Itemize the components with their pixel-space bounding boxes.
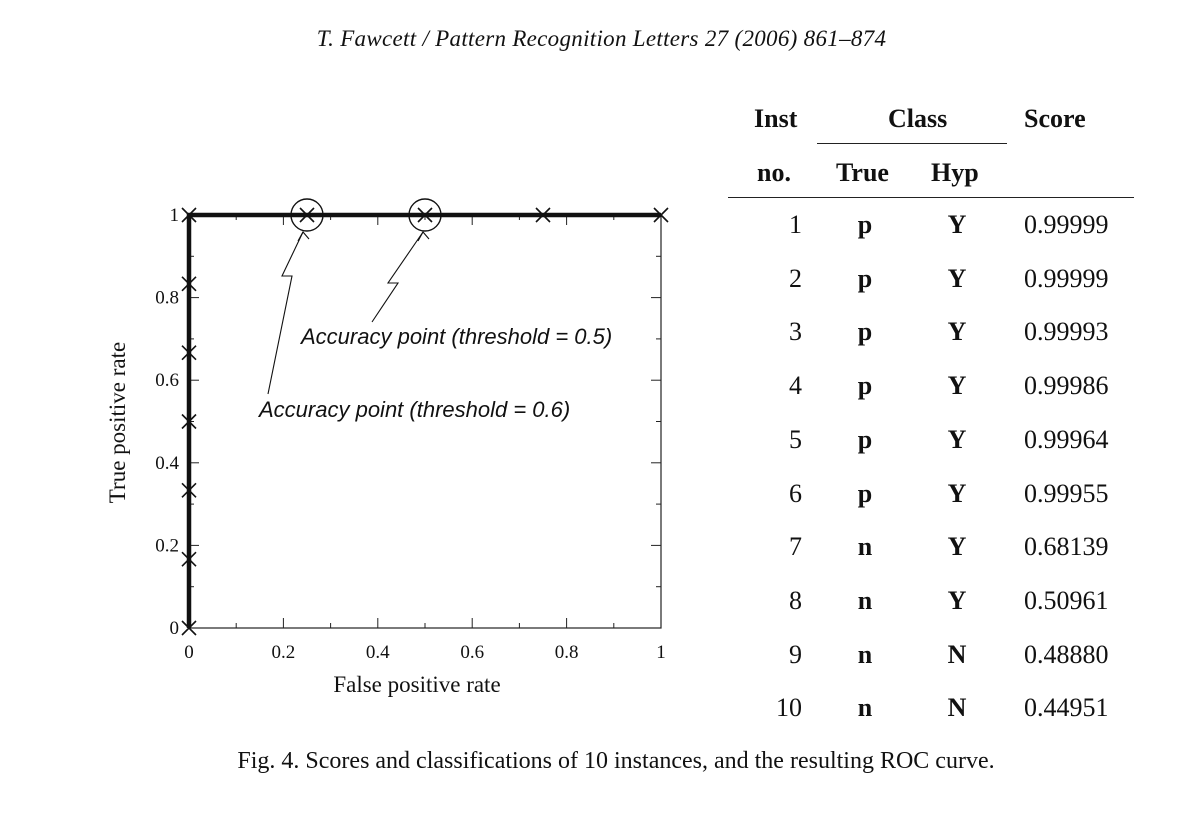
row-score: 0.48880: [1024, 639, 1109, 669]
header-score: Score: [1024, 104, 1086, 133]
row-true-class: n: [857, 639, 873, 669]
row-score: 0.99999: [1024, 210, 1109, 239]
header-rule: [728, 197, 1134, 198]
roc-point-marker: [181, 345, 197, 361]
row-hyp-class: Y: [947, 263, 967, 293]
row-true-class: p: [857, 424, 873, 454]
roc-point-marker: [535, 207, 551, 223]
annotation-label: Accuracy point (threshold = 0.5): [299, 324, 612, 349]
row-score: 0.99964: [1024, 424, 1109, 454]
y-tick-label: 0: [170, 618, 180, 639]
row-true-class: n: [857, 693, 873, 723]
running-header: T. Fawcett / Pattern Recognition Letters…: [316, 26, 887, 51]
row-score: 0.50961: [1024, 585, 1109, 615]
header-no: no.: [757, 158, 791, 187]
row-score: 0.44951: [1024, 693, 1109, 723]
accuracy-point-circle: [290, 198, 324, 232]
row-true-class: p: [857, 478, 873, 508]
header-class: Class: [888, 104, 948, 133]
row-hyp-class: Y: [947, 478, 967, 508]
row-score: 0.99986: [1024, 371, 1109, 401]
row-inst-no: 9: [789, 639, 802, 669]
figure-caption: Fig. 4. Scores and classifications of 10…: [237, 748, 995, 774]
row-true-class: p: [857, 371, 873, 401]
row-true-class: p: [857, 317, 873, 347]
row-hyp-class: Y: [947, 585, 967, 615]
row-score: 0.99955: [1024, 478, 1109, 508]
roc-point-marker: [181, 482, 197, 498]
row-hyp-class: Y: [947, 210, 967, 239]
annotation-arrowhead: [297, 231, 310, 242]
row-inst-no: 10: [776, 693, 802, 723]
row-inst-no: 4: [789, 371, 802, 401]
row-hyp-class: Y: [947, 371, 967, 401]
roc-point-marker: [181, 276, 197, 292]
x-axis-label: False positive rate: [333, 672, 500, 697]
x-tick-label: 0: [184, 642, 194, 663]
annotation-arrowhead: [417, 231, 430, 242]
roc-point-marker: [417, 207, 433, 223]
row-true-class: p: [857, 210, 873, 239]
annotation-leader: [267, 231, 304, 395]
row-score: 0.99993: [1024, 317, 1109, 347]
y-tick-label: 0.6: [155, 370, 179, 391]
row-true-class: n: [857, 585, 873, 615]
roc-point-marker: [181, 551, 197, 567]
row-hyp-class: N: [947, 693, 967, 723]
row-hyp-class: N: [947, 639, 967, 669]
row-inst-no: 1: [789, 210, 802, 239]
y-tick-label: 0.8: [155, 288, 179, 309]
row-score: 0.68139: [1024, 532, 1109, 562]
row-hyp-class: Y: [947, 424, 967, 454]
x-tick-label: 0.8: [555, 642, 579, 663]
x-tick-label: 0.4: [366, 642, 390, 663]
x-tick-label: 1: [656, 642, 666, 663]
annotation-label: Accuracy point (threshold = 0.6): [257, 397, 570, 422]
roc-chart: 0 0.2 0.4 0.6 0.8 1 0 0.2 0.4 0.6 0.8 1 False positi…: [105, 198, 669, 697]
accuracy-point-circle: [408, 198, 442, 232]
row-inst-no: 6: [789, 478, 802, 508]
roc-point-marker: [181, 413, 197, 430]
header-hyp: Hyp: [931, 158, 979, 187]
row-hyp-class: Y: [947, 532, 967, 562]
annotation-leader: [371, 231, 424, 323]
y-tick-label: 1: [170, 205, 180, 226]
y-tick-label: 0.4: [155, 453, 179, 474]
row-inst-no: 5: [789, 424, 802, 454]
row-score: 0.99999: [1024, 263, 1109, 293]
header-true: True: [836, 158, 889, 187]
roc-point-marker: [299, 207, 315, 223]
row-true-class: n: [857, 532, 873, 562]
roc-point-marker: [653, 207, 669, 223]
row-inst-no: 8: [789, 585, 802, 615]
row-inst-no: 7: [789, 532, 802, 562]
class-rule: [817, 143, 1007, 144]
row-hyp-class: Y: [947, 317, 967, 347]
roc-point-marker: [181, 620, 197, 636]
header-inst: Inst: [754, 104, 798, 133]
y-axis-label: True positive rate: [105, 342, 130, 503]
row-inst-no: 2: [789, 263, 802, 293]
x-tick-label: 0.6: [460, 642, 484, 663]
row-inst-no: 3: [789, 317, 802, 347]
row-true-class: p: [857, 263, 873, 293]
roc-point-marker: [181, 207, 197, 223]
x-tick-label: 0.2: [272, 642, 296, 663]
y-tick-label: 0.2: [155, 535, 179, 556]
